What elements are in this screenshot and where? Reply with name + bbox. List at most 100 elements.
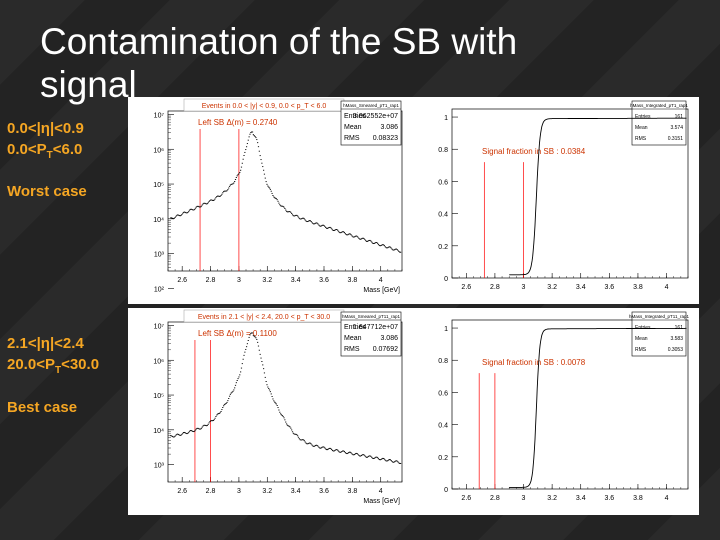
stats-value: 3.583: [670, 336, 683, 342]
y-tick-label: 10⁷: [154, 323, 165, 330]
x-tick-label: 2.8: [206, 488, 216, 495]
x-tick-label: 3: [522, 284, 526, 291]
stats-value: 0.08323: [373, 135, 398, 142]
fraction-plot-best: hMass_Integrated_pT11_rap1 Entries 161 Mean…: [406, 308, 699, 515]
x-tick-label: 2.8: [206, 277, 216, 284]
x-tick-label: 4: [379, 277, 383, 284]
x-tick-label: 3.2: [262, 488, 272, 495]
x-tick-label: 3.4: [291, 488, 301, 495]
stats-label: Entries: [344, 324, 366, 331]
x-tick-label: 4: [379, 488, 383, 495]
x-tick-label: 2.6: [461, 284, 471, 291]
x-tick-label: 3.6: [319, 488, 329, 495]
stats-value: 0.07692: [373, 346, 398, 353]
stats-value: 3.086: [380, 124, 398, 131]
slide-title: Contamination of the SB with signal: [40, 21, 518, 105]
x-tick-label: 3: [237, 277, 241, 284]
x-tick-label: 3.6: [604, 284, 614, 291]
stats-label: RMS: [635, 347, 647, 353]
x-tick-label: 3.4: [291, 277, 301, 284]
x-tick-label: 3.6: [319, 277, 329, 284]
stats-label: Entries: [635, 325, 651, 331]
x-tick-label: 3.8: [347, 488, 357, 495]
stats-label: RMS: [344, 346, 360, 353]
best-pt-range: 20.0<PT<30.0: [7, 356, 100, 376]
y-tick-label: 10⁵: [153, 182, 164, 189]
x-tick-label: 3.8: [633, 495, 643, 502]
x-tick-label: 4: [665, 284, 669, 291]
worst-eta-range: 0.0<|η|<0.9: [7, 120, 84, 137]
fraction-annotation: Signal fraction in SB : 0.0384: [482, 147, 586, 156]
x-tick-label: 3.8: [633, 284, 643, 291]
cumulative-curve: [509, 327, 687, 488]
sideband-annotation: Left SB Δ(m) = 0.2740: [198, 118, 278, 127]
x-tick-label: 2.8: [490, 495, 500, 502]
mass-plot-best: Events in 2.1 < |y| < 2.4, 20.0 < p_T < …: [128, 308, 406, 515]
y-tick-label: 0.6: [438, 179, 448, 186]
x-tick-label: 3.8: [347, 277, 357, 284]
stats-histname: hMass_Integrated_pT1_rap1: [630, 103, 688, 108]
y-tick-label: 0: [444, 487, 448, 494]
x-tick-label: 3.6: [604, 495, 614, 502]
x-tick-label: 4: [665, 495, 669, 502]
y-tick-label: 10³: [154, 252, 165, 259]
x-tick-label: 3.2: [547, 495, 557, 502]
stats-label: Mean: [635, 125, 648, 131]
cumulative-curve: [509, 117, 687, 276]
stats-label: Entries: [344, 113, 366, 120]
y-tick-label: 0.4: [438, 212, 448, 219]
stats-histname: hMass_Smeared_pT11_rap1: [342, 314, 400, 319]
mass-plot-best-svg: Events in 2.1 < |y| < 2.4, 20.0 < p_T < …: [153, 309, 403, 505]
chart-title: Events in 2.1 < |y| < 2.4, 20.0 < p_T < …: [198, 314, 330, 321]
stats-box: [631, 100, 687, 146]
x-tick-label: 2.6: [177, 488, 187, 495]
x-tick-label: 2.6: [461, 495, 471, 502]
stats-box: [340, 100, 402, 146]
stats-histname: hMass_Smeared_pT1_rap1: [343, 103, 399, 108]
x-tick-label: 2.8: [490, 284, 500, 291]
worst-case-label: Worst case: [7, 183, 87, 200]
best-case-label: Best case: [7, 399, 78, 416]
plot-frame: [451, 108, 689, 279]
y-tick-label: 0.2: [438, 455, 448, 462]
stats-value: 1.647712e+07: [353, 324, 398, 331]
y-tick-label: 0.8: [438, 358, 448, 365]
x-tick-label: 3: [237, 488, 241, 495]
stats-value: 161: [675, 114, 684, 120]
stats-label: Mean: [344, 124, 362, 131]
stats-value: 3.574: [670, 125, 683, 131]
sideband-annotation: Left SB Δ(m) = 0.1100: [198, 329, 277, 338]
y-tick-label: 0.2: [438, 244, 448, 251]
stats-label: Entries: [635, 114, 651, 120]
x-axis-label: Mass [GeV]: [363, 498, 400, 505]
plot-frame: [451, 319, 689, 490]
y-tick-label: 0.6: [438, 390, 448, 397]
y-tick-label: 10³: [154, 463, 165, 470]
x-axis-label: Mass [GeV]: [363, 287, 400, 294]
y-tick-label: 0.4: [438, 423, 448, 430]
fraction-plot-worst: hMass_Integrated_pT1_rap1 Entries 161 Mean 3…: [406, 97, 699, 304]
y-tick-label: 1: [444, 326, 448, 333]
stats-value: 0.3053: [668, 347, 684, 353]
x-tick-label: 3.2: [547, 284, 557, 291]
stats-histname: hMass_Integrated_pT11_rap1: [629, 314, 689, 319]
y-tick-label: 10⁴: [153, 428, 164, 435]
x-tick-label: 3.4: [576, 284, 586, 291]
stats-label: Mean: [635, 336, 648, 342]
y-tick-label: 10⁴: [153, 217, 164, 224]
stats-label: RMS: [635, 136, 647, 142]
y-tick-label: 10⁶: [153, 147, 164, 154]
chart-title: Events in 0.0 < |y| < 0.9, 0.0 < p_T < 6…: [202, 103, 327, 110]
stats-box: [340, 311, 402, 357]
best-case-cuts: 2.1<|η|<2.4 20.0<PT<30.0: [7, 333, 99, 381]
best-eta-range: 2.1<|η|<2.4: [7, 335, 84, 352]
stats-value: 3.086: [380, 335, 398, 342]
y-tick-label: 0: [444, 276, 448, 283]
y-tick-label: 0.8: [438, 147, 448, 154]
mass-plot-worst: Events in 0.0 < |y| < 0.9, 0.0 < p_T < 6…: [128, 97, 406, 304]
mass-plot-worst-svg: Events in 0.0 < |y| < 0.9, 0.0 < p_T < 6…: [153, 98, 403, 294]
x-tick-label: 3.4: [576, 495, 586, 502]
stats-value: 3.062552e+07: [353, 113, 398, 120]
stats-value: 0.3151: [668, 136, 684, 142]
